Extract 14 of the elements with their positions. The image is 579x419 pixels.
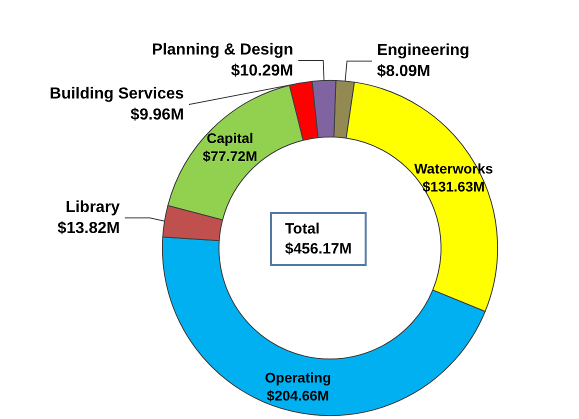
slice-label: Engineering [376,42,470,60]
data-label: $8.09M [376,63,430,80]
data-label: $131.63M [422,178,485,195]
data-label: $9.96M [130,106,184,124]
slice-label: Planning & Design [152,42,294,59]
data-label: $204.66M [266,388,330,404]
text: Total $456.17M [285,220,352,258]
slice-label: Library [66,198,120,216]
data-label: $13.82M [58,220,120,237]
slice-label: Capital [206,130,254,146]
slice-label: Building Services [50,86,184,103]
slice-label: Operating [264,370,331,386]
data-label: $77.72M [202,148,258,164]
data-label: $10.29M [230,62,294,80]
